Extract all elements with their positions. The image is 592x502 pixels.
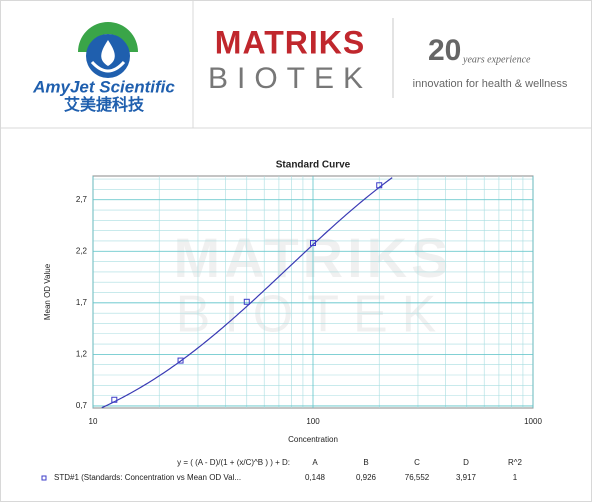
y-tick-label: 1,2 — [76, 349, 88, 358]
fit-header: A — [312, 458, 318, 467]
fit-value: 1 — [513, 473, 518, 482]
fit-header: B — [363, 458, 368, 467]
brand-name: AmyJet Scientific — [32, 77, 175, 96]
data-point — [376, 182, 383, 189]
legend-label: STD#1 (Standards: Concentration vs Mean … — [54, 473, 241, 482]
tagline: innovation for health & wellness — [413, 78, 568, 90]
years-number: 20 — [428, 34, 461, 67]
x-axis-label: Concentration — [288, 435, 338, 444]
watermark: MATRIKS — [174, 226, 453, 289]
data-point — [310, 240, 316, 247]
fit-value: 0,148 — [305, 473, 326, 482]
fit-header: R^2 — [508, 458, 523, 467]
data-point — [177, 357, 184, 364]
fit-curve — [101, 177, 393, 409]
fit-header: C — [414, 458, 420, 467]
y-tick-label: 1,7 — [76, 298, 88, 307]
data-point — [243, 298, 250, 305]
years-text: years experience — [462, 54, 531, 65]
data-point — [111, 396, 118, 403]
fit-value: 76,552 — [405, 473, 430, 482]
fit-value: 3,917 — [456, 473, 477, 482]
chart-title: Standard Curve — [276, 160, 351, 171]
y-tick-label: 2,7 — [76, 195, 88, 204]
fit-header: D — [463, 458, 469, 467]
x-tick-label: 100 — [306, 417, 320, 426]
amyjet-logo — [78, 22, 138, 78]
fit-value: 0,926 — [356, 473, 377, 482]
brand-name-cn: 艾美捷科技 — [64, 95, 145, 114]
watermark: BIOTEK — [176, 286, 451, 344]
brand-name: BIOTEK — [208, 62, 372, 95]
y-axis-label: Mean OD Value — [43, 263, 52, 320]
x-tick-label: 10 — [89, 417, 98, 426]
fit-equation: y = ( (A - D)/(1 + (x/C)^B ) ) + D: — [177, 458, 290, 467]
brand-name: MATRIKS — [215, 24, 365, 60]
y-tick-label: 2,2 — [76, 246, 88, 255]
y-tick-label: 0,7 — [76, 401, 88, 410]
x-tick-label: 1000 — [524, 417, 542, 426]
legend-marker — [41, 475, 47, 481]
